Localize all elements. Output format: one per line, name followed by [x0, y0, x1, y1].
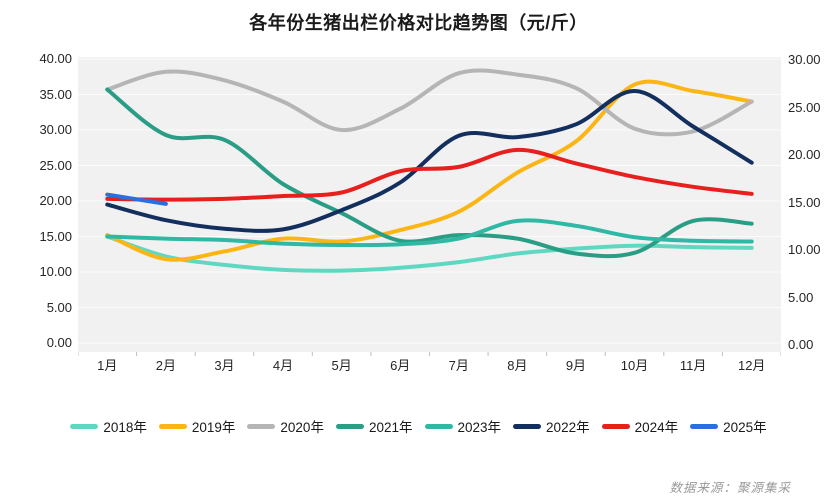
- x-tick-label: 6月: [390, 358, 411, 373]
- y-left-tick-label: 25.00: [39, 157, 72, 173]
- legend-label: 2023年: [457, 420, 502, 435]
- y-right-tick-label: 25.00: [788, 99, 821, 115]
- x-tick-label: 1月: [97, 358, 118, 373]
- legend-item-2021年[interactable]: 2021年: [335, 416, 413, 436]
- legend-item-2018年[interactable]: 2018年: [70, 416, 147, 436]
- legend-swatch: [158, 423, 187, 429]
- x-tick-label: 7月: [448, 358, 469, 373]
- plot-area: [78, 57, 781, 356]
- y-right-tick-label: 15.00: [788, 194, 821, 210]
- y-right-tick-label: 5.00: [788, 289, 814, 305]
- legend-swatch: [335, 423, 364, 429]
- legend-label: 2024年: [634, 420, 679, 435]
- series-line-2024年: [105, 147, 754, 202]
- y-right-tick-label: 20.00: [788, 147, 821, 162]
- series-line-2018年: [105, 234, 754, 273]
- x-tick-label: 4月: [272, 358, 294, 373]
- y-left-tick-label: 10.00: [39, 264, 72, 279]
- legend-item-2024年[interactable]: 2024年: [601, 416, 679, 436]
- series-line-2025年: [105, 192, 168, 206]
- legend-label: 2022年: [546, 420, 590, 435]
- series-line-2022年: [105, 88, 754, 233]
- legend-swatch: [247, 423, 276, 429]
- legend-item-2019年[interactable]: 2019年: [158, 416, 236, 436]
- legend-swatch: [513, 423, 542, 429]
- y-right-tick-label: 30.00: [788, 52, 821, 67]
- legend-label: 2018年: [103, 420, 147, 435]
- y-left-tick-label: 40.00: [39, 51, 72, 66]
- y-left-tick-label: 30.00: [39, 122, 72, 137]
- x-tick-label: 3月: [214, 358, 235, 373]
- x-tick-label: 8月: [507, 358, 528, 373]
- legend-item-2023年[interactable]: 2023年: [424, 416, 502, 436]
- legend-item-2020年[interactable]: 2020年: [247, 416, 324, 436]
- y-left-tick-label: 15.00: [39, 228, 72, 244]
- x-tick-label: 10月: [620, 358, 649, 373]
- legend-item-2025年[interactable]: 2025年: [690, 416, 767, 436]
- series-line-2020年: [105, 68, 754, 137]
- legend-swatch: [601, 423, 630, 429]
- series-line-2019年: [105, 79, 754, 262]
- y-right-tick-label: 0.00: [788, 337, 814, 352]
- data-source-text: 数据来源：聚源集采: [669, 481, 791, 495]
- legend-label: 2020年: [280, 420, 324, 435]
- legend-swatch: [70, 423, 99, 429]
- y-left-tick-label: 0.00: [46, 335, 72, 350]
- legend-label: 2019年: [191, 420, 236, 435]
- legend: 2018年 2019年 2020年 2021年 2023年 2022年 2024年 2025年: [0, 416, 837, 436]
- legend-label: 2021年: [368, 420, 413, 435]
- y-left-tick-label: 20.00: [39, 193, 72, 208]
- legend-item-2022年[interactable]: 2022年: [513, 416, 590, 436]
- x-tick-label: 5月: [331, 358, 352, 373]
- x-tick-label: 2月: [155, 358, 176, 373]
- y-left-tick-label: 35.00: [39, 86, 72, 102]
- y-right-tick-label: 10.00: [788, 242, 821, 257]
- y-left-tick-label: 5.00: [46, 299, 72, 315]
- chart-title: 各年份生猪出栏价格对比趋势图（元/斤）: [249, 13, 588, 33]
- x-tick-label: 9月: [565, 358, 587, 373]
- x-tick-label: 12月: [737, 358, 766, 373]
- x-tick-label: 11月: [679, 358, 707, 373]
- legend-swatch: [424, 423, 453, 429]
- legend-label: 2025年: [723, 420, 767, 435]
- legend-swatch: [690, 423, 719, 429]
- series-line-2023年: [105, 218, 754, 248]
